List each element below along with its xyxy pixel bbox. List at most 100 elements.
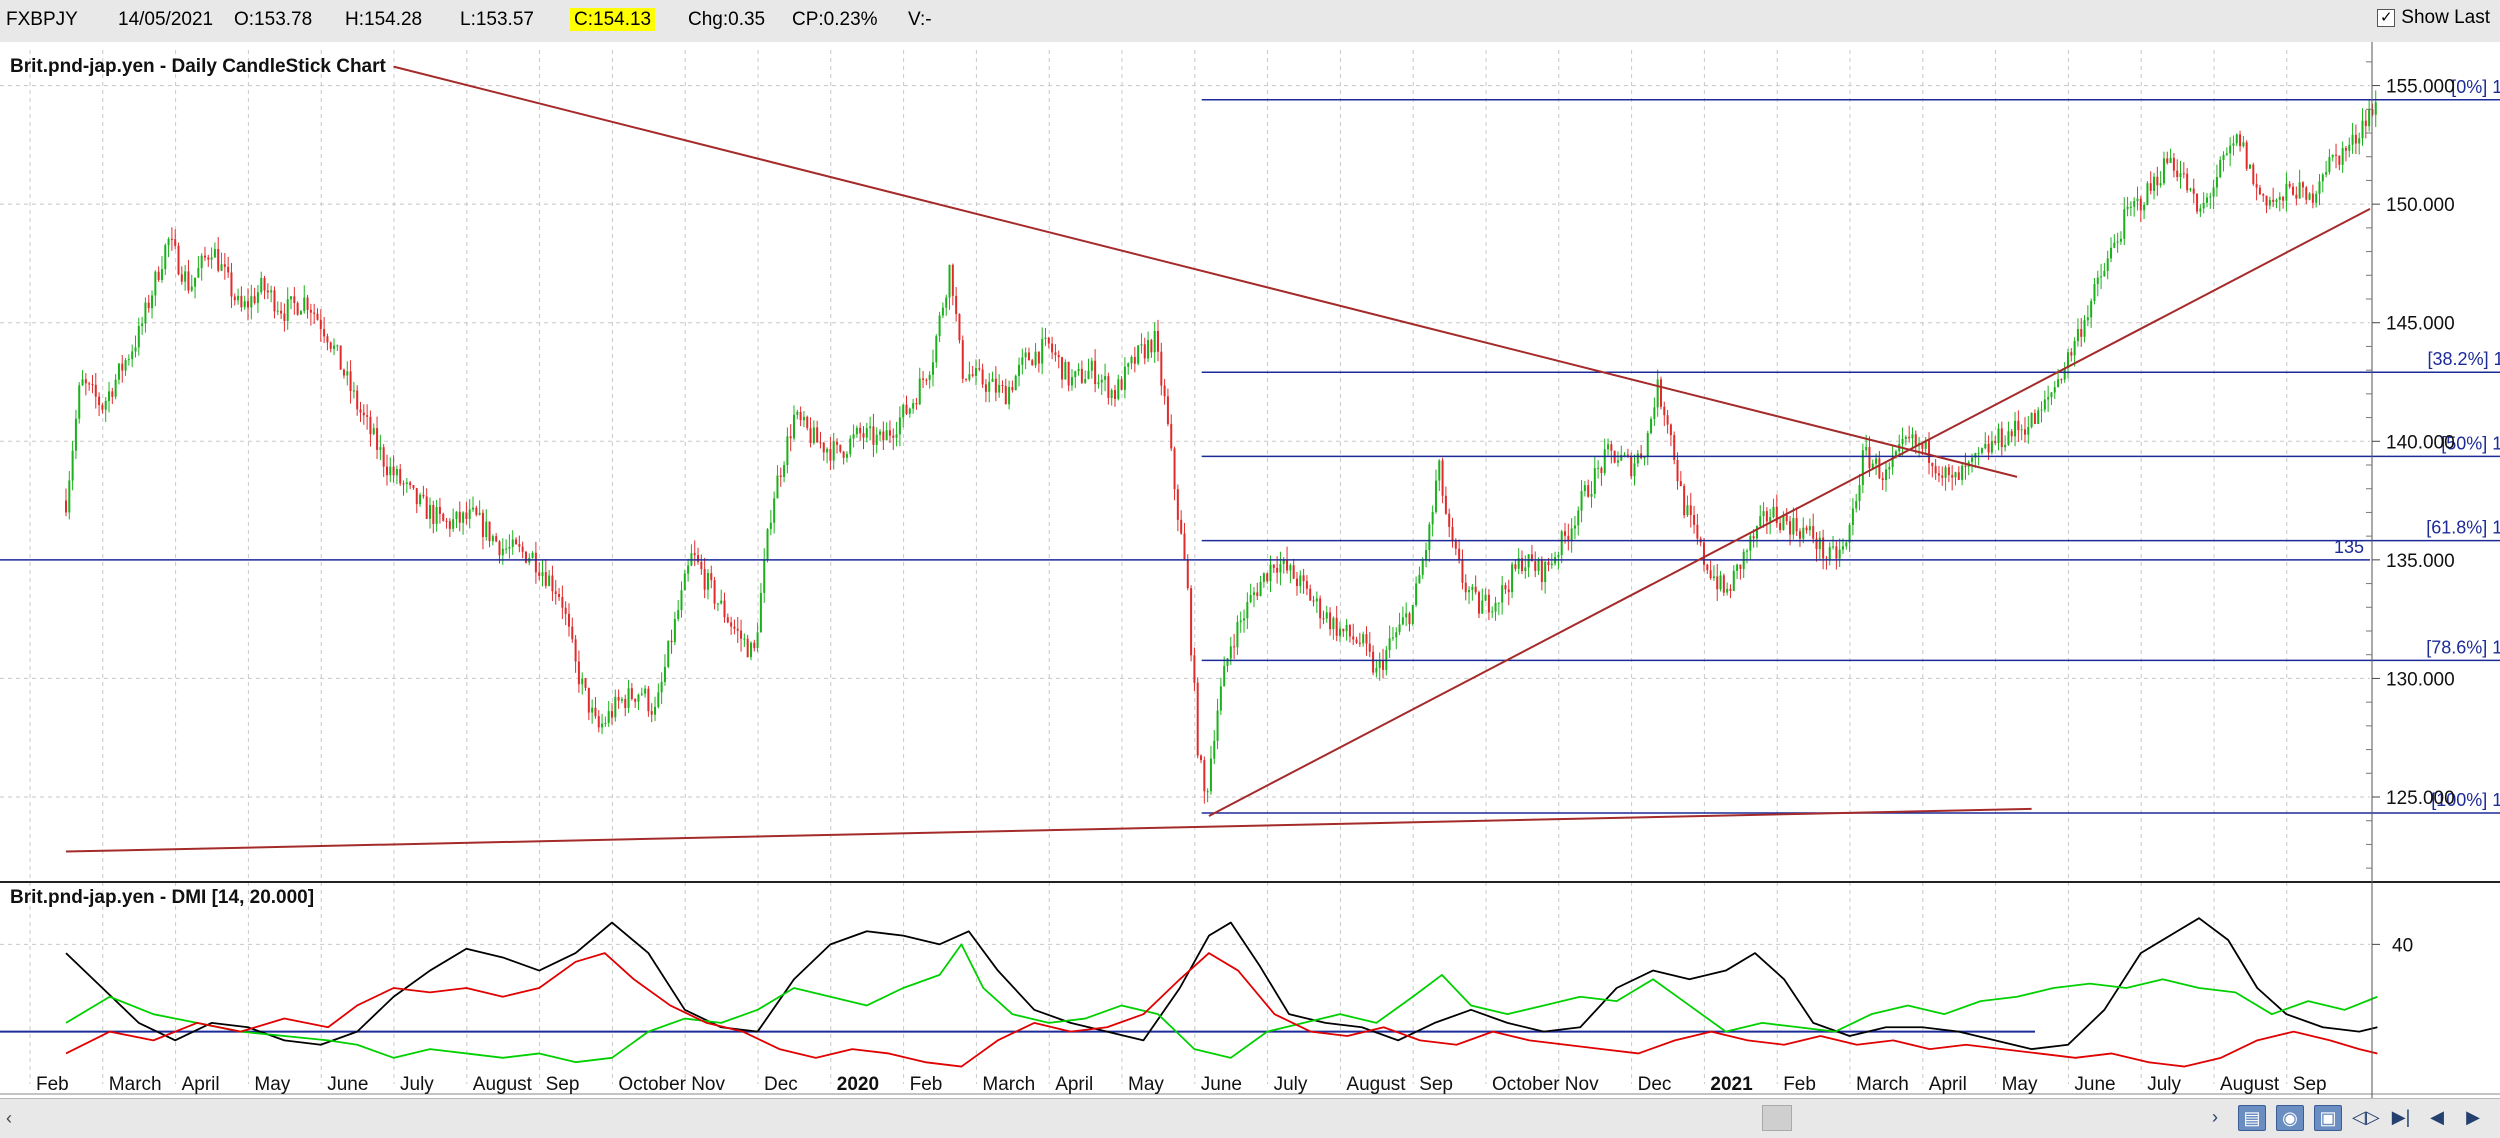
candle-body xyxy=(1772,506,1775,518)
candle-body xyxy=(1408,613,1411,625)
candle-body xyxy=(227,266,230,273)
candle-body xyxy=(1246,602,1249,619)
candle-body xyxy=(1097,382,1100,385)
candle-body xyxy=(1239,620,1242,623)
candle-body xyxy=(1785,514,1788,522)
candle-body xyxy=(2136,198,2139,202)
minus_di-line xyxy=(65,952,2378,1068)
candle-body xyxy=(1365,634,1368,644)
show-last-toggle[interactable]: ✓ Show Last xyxy=(2377,7,2490,29)
candle-body xyxy=(1358,642,1361,644)
candle-body xyxy=(2113,242,2116,248)
candle-body xyxy=(1315,598,1318,602)
scroll-bar[interactable]: ‹ › ▤ ◉ ▣ ◁▷ ▶| ◀ ▶ xyxy=(0,1098,2500,1138)
candle-body xyxy=(561,596,564,608)
candle-body xyxy=(1789,521,1792,535)
candle-body xyxy=(670,640,673,643)
candle-body xyxy=(2040,409,2043,411)
candle-body xyxy=(223,264,226,267)
candle-body xyxy=(1312,600,1315,602)
candle-body xyxy=(81,379,84,386)
candle-body xyxy=(898,417,901,435)
chart-background xyxy=(0,42,2500,1098)
candle-body xyxy=(1818,537,1821,550)
candle-body xyxy=(2196,193,2199,212)
candle-body xyxy=(647,688,650,712)
dmi-panel xyxy=(0,917,2378,1068)
candle-body xyxy=(1732,570,1735,591)
camera-icon[interactable]: ◉ xyxy=(2276,1105,2304,1131)
candle-body xyxy=(270,290,273,293)
candle-body xyxy=(551,575,554,592)
candle-body xyxy=(147,302,150,309)
candle-body xyxy=(1391,637,1394,639)
candle-body xyxy=(862,433,865,438)
candle-body xyxy=(1951,475,1954,478)
next-bar-icon[interactable]: ▶ xyxy=(2466,1107,2480,1127)
candle-body xyxy=(1123,366,1126,390)
candle-body xyxy=(779,475,782,478)
prev-bar-icon[interactable]: ◀ xyxy=(2430,1107,2444,1127)
candle-body xyxy=(74,418,77,451)
candle-body xyxy=(1037,351,1040,364)
candle-body xyxy=(1765,511,1768,522)
candle-body xyxy=(124,360,127,371)
candle-body xyxy=(2335,154,2338,156)
candle-body xyxy=(1074,371,1077,378)
candle-body xyxy=(1137,345,1140,364)
candle-body xyxy=(1342,628,1345,632)
candle-body xyxy=(2348,144,2351,151)
candle-body xyxy=(2043,399,2046,410)
candle-body xyxy=(1901,439,1904,444)
candle-body xyxy=(759,592,762,633)
candle-body xyxy=(961,340,964,379)
candle-body xyxy=(2225,153,2228,155)
candle-body xyxy=(1865,447,1868,451)
zoom-out-icon[interactable]: ◁▷ xyxy=(2352,1107,2380,1127)
candle-body xyxy=(1047,337,1050,344)
candle-body xyxy=(2278,196,2281,200)
candle-body xyxy=(237,295,240,301)
candle-body xyxy=(485,521,488,538)
candle-body xyxy=(481,512,484,538)
print-icon[interactable]: ▤ xyxy=(2238,1105,2266,1131)
candle-body xyxy=(1471,586,1474,590)
candle-body xyxy=(98,396,101,406)
scroll-left-icon[interactable]: ‹ xyxy=(6,1108,12,1128)
candle-body xyxy=(342,369,345,376)
save-icon[interactable]: ▣ xyxy=(2314,1105,2342,1131)
candle-body xyxy=(554,591,557,595)
chart-area[interactable]: [0%] 154.4016 [38.2%] 142.9118 [50%] 139.3… xyxy=(0,42,2500,1098)
candle-body xyxy=(1997,428,2000,443)
candle-body xyxy=(1322,618,1325,620)
candle-body xyxy=(1937,473,1940,476)
candle-body xyxy=(806,416,809,429)
candle-body xyxy=(544,572,547,586)
scroll-thumb[interactable] xyxy=(1762,1105,1792,1131)
candle-body xyxy=(941,307,944,316)
candle-body xyxy=(412,485,415,489)
candle-body xyxy=(1875,458,1878,464)
candle-body xyxy=(1990,441,1993,453)
candle-body xyxy=(654,706,657,715)
candle-body xyxy=(194,277,197,287)
candle-body xyxy=(296,303,299,315)
candle-body xyxy=(865,428,868,438)
x-tick-label: Sep xyxy=(1419,1074,1453,1095)
change-pct-label: CP:0.23% xyxy=(792,9,878,30)
show-last-checkbox[interactable]: ✓ xyxy=(2377,9,2396,27)
scroll-right-icon[interactable]: › xyxy=(2212,1107,2218,1127)
candle-body xyxy=(1008,387,1011,405)
candle-body xyxy=(465,512,468,519)
candle-body xyxy=(2093,284,2096,301)
candle-body xyxy=(859,427,862,434)
candle-body xyxy=(541,572,544,576)
last-bar-icon[interactable]: ▶| xyxy=(2391,1107,2411,1127)
candle-body xyxy=(399,469,402,484)
candle-body xyxy=(1398,624,1401,633)
candle-body xyxy=(2156,176,2159,186)
candle-body xyxy=(405,482,408,484)
candle-body xyxy=(1160,351,1163,386)
candle-body xyxy=(1795,518,1798,532)
candle-body xyxy=(1593,468,1596,494)
